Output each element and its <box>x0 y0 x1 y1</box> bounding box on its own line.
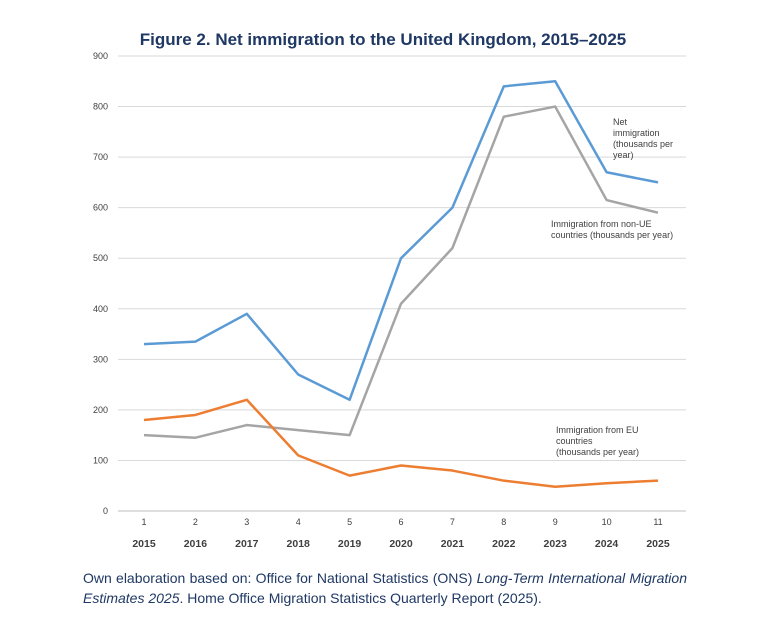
y-tick-label: 800 <box>93 102 108 112</box>
x-tick-label: 10 <box>602 517 612 527</box>
series-label: Immigration from non-UE countries (thousa… <box>551 219 673 240</box>
y-tick-label: 900 <box>93 51 108 61</box>
series-label-line: Net <box>613 117 628 127</box>
y-tick-label: 300 <box>93 354 108 364</box>
x-year-label: 2017 <box>235 538 259 550</box>
caption-prefix: Own elaboration based on: Office for Nat… <box>83 570 477 586</box>
x-tick-label: 5 <box>347 517 352 527</box>
series-label-line: immigration <box>613 128 660 138</box>
x-year-label: 2022 <box>492 538 516 550</box>
x-year-label: 2021 <box>441 538 465 550</box>
series-label: Net immigration (thousands per year) <box>613 117 673 160</box>
x-year-label: 2025 <box>646 538 670 550</box>
series-label-line: year) <box>613 150 634 160</box>
x-year-label: 2016 <box>184 538 208 550</box>
caption-italic: Long-Term International Migration Estima… <box>83 570 687 606</box>
series-label-line: (thousands per year) <box>556 447 639 457</box>
series-label-line: (thousands per <box>613 139 673 149</box>
series-label: Immigration from EU countries (thousands p… <box>556 425 639 457</box>
x-tick-label: 9 <box>553 517 558 527</box>
series-label-line: Immigration from non-UE <box>551 219 652 229</box>
series-label-line: countries <box>556 436 593 446</box>
y-tick-label: 100 <box>93 455 108 465</box>
x-year-label: 2020 <box>389 538 413 550</box>
chart-title: Figure 2. Net immigration to the United … <box>140 30 626 49</box>
y-tick-label: 200 <box>93 405 108 415</box>
x-year-label: 2023 <box>544 538 568 550</box>
x-tick-label: 2 <box>193 517 198 527</box>
x-tick-label: 6 <box>398 517 403 527</box>
x-year-label: 2019 <box>338 538 362 550</box>
y-tick-label: 600 <box>93 203 108 213</box>
x-tick-label: 4 <box>296 517 301 527</box>
y-tick-label: 400 <box>93 304 108 314</box>
series-line <box>143 80 659 402</box>
x-tick-label: 1 <box>141 517 146 527</box>
x-tick-label: 7 <box>450 517 455 527</box>
y-tick-label: 500 <box>93 253 108 263</box>
x-year-label: 2015 <box>132 538 156 550</box>
x-year-label: 2018 <box>287 538 311 550</box>
series-label-line: Immigration from EU <box>556 425 639 435</box>
y-tick-label: 700 <box>93 152 108 162</box>
series-label-line: countries (thousands per year) <box>551 230 673 240</box>
line-chart: Figure 2. Net immigration to the United … <box>93 30 686 550</box>
x-year-label: 2024 <box>595 538 619 550</box>
x-tick-label: 8 <box>501 517 506 527</box>
y-tick-label: 0 <box>103 506 108 516</box>
x-tick-label: 11 <box>653 517 662 527</box>
series-line <box>143 105 659 439</box>
x-tick-label: 3 <box>244 517 249 527</box>
caption-suffix: . Home Office Migration Statistics Quart… <box>179 590 542 606</box>
source-caption: Own elaboration based on: Office for Nat… <box>83 568 687 608</box>
